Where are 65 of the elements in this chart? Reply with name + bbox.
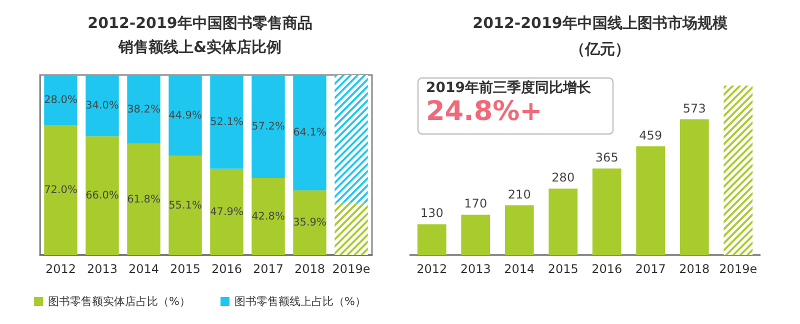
bar <box>44 75 78 126</box>
annotation: 2019年前三季度同比增长 <box>426 79 592 96</box>
x-tick-label: 2019e <box>332 262 370 276</box>
data-label: 72.0% <box>44 184 78 196</box>
bar <box>168 156 202 255</box>
bar <box>548 188 578 255</box>
bar <box>417 224 446 255</box>
data-label: 35.9% <box>293 216 326 229</box>
data-label: 34.0% <box>86 100 119 112</box>
x-tick-label: 2014 <box>504 262 535 276</box>
x-tick-label: 2013 <box>86 262 118 276</box>
x-tick-label: 2018 <box>294 262 326 276</box>
bar <box>127 75 160 144</box>
x-tick-label: 2014 <box>128 262 160 276</box>
x-tick-label: 2017 <box>252 262 284 276</box>
bar <box>504 205 534 255</box>
bar <box>86 75 119 136</box>
data-label: 61.8% <box>127 193 160 206</box>
bar <box>680 119 709 255</box>
x-tick-label: 2015 <box>548 262 578 276</box>
data-label: 47.9% <box>210 206 244 218</box>
bar <box>86 136 119 255</box>
x-tick-label: 2015 <box>170 262 201 276</box>
bar <box>636 146 666 255</box>
data-label: 365 <box>595 150 618 165</box>
data-label: 44.9% <box>168 109 202 122</box>
data-label: 573 <box>682 101 706 116</box>
data-label: 130 <box>420 206 444 220</box>
data-label: 38.2% <box>127 103 160 116</box>
data-label: 57.2% <box>252 120 285 132</box>
data-label: 64.1% <box>293 126 326 139</box>
x-tick-label: 2012 <box>45 262 76 276</box>
chart-subtitle: （亿元） <box>570 40 630 58</box>
data-label: 170 <box>464 196 488 211</box>
x-tick-label: 2013 <box>460 262 491 276</box>
bar <box>461 214 490 255</box>
bar <box>210 168 244 255</box>
chart-title: 2012-2019年中国图书零售商品销售额线上&实体店比例 <box>88 14 312 56</box>
x-tick-label: 2019e <box>719 262 758 276</box>
annotation: 24.8%+ <box>426 96 542 127</box>
chart-title: 2012-2019年中国线上图书市场规模 <box>472 14 728 32</box>
legend-label: 图书零售额线上占比（%） <box>234 295 366 308</box>
data-label: 28.0% <box>44 94 78 106</box>
x-tick-label: 2016 <box>211 262 242 276</box>
data-label: 66.0% <box>86 190 119 202</box>
bar <box>127 144 160 255</box>
x-tick-label: 2018 <box>679 262 710 276</box>
bar <box>210 75 244 169</box>
legend-label: 图书零售额实体店占比（%） <box>48 295 190 308</box>
bar <box>592 168 622 255</box>
data-label: 42.8% <box>252 210 285 222</box>
bar <box>252 178 285 255</box>
data-label: 280 <box>552 170 575 185</box>
x-tick-label: 2012 <box>416 262 448 276</box>
x-tick-label: 2017 <box>635 262 666 276</box>
data-label: 459 <box>639 128 662 142</box>
data-label: 52.1% <box>210 116 244 128</box>
bar <box>44 125 78 255</box>
x-tick-label: 2016 <box>592 262 622 276</box>
bar <box>293 190 326 255</box>
data-label: 210 <box>508 187 531 202</box>
bar <box>293 75 326 190</box>
bar <box>252 75 285 178</box>
data-label: 55.1% <box>168 199 202 212</box>
bar <box>168 75 202 156</box>
